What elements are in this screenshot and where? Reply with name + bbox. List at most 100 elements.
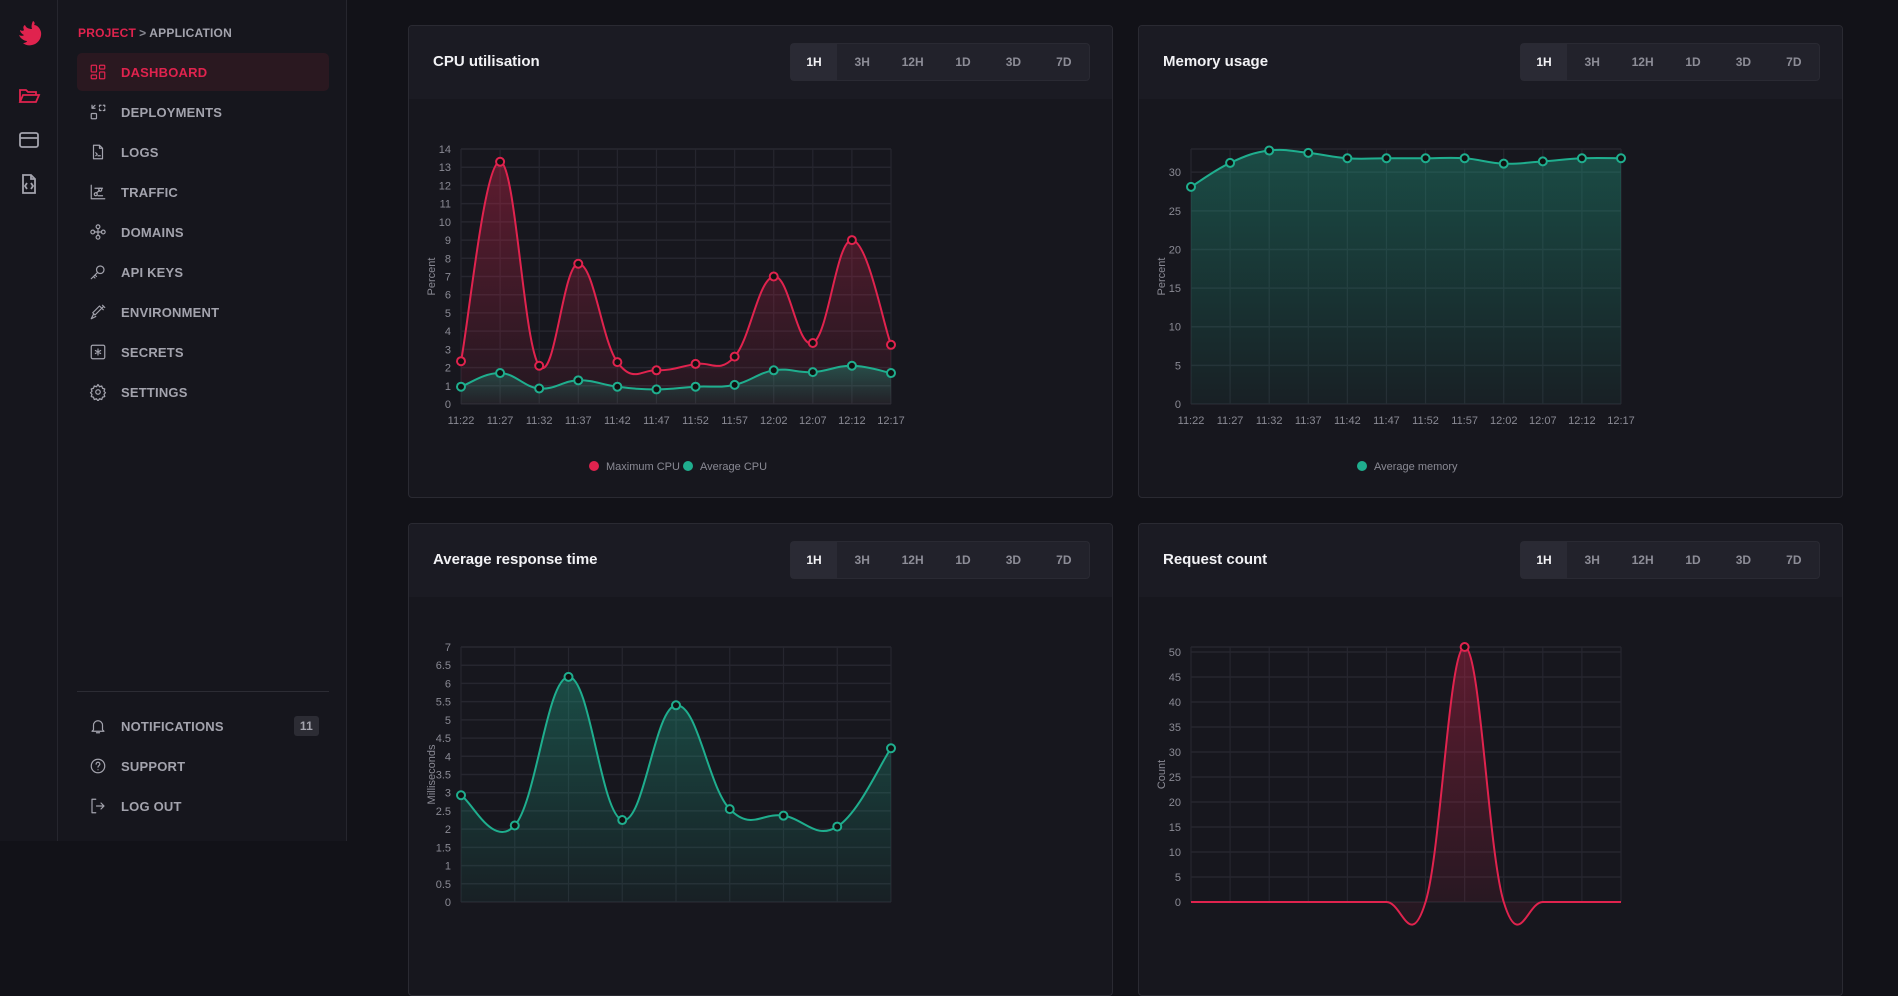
data-point[interactable] — [778, 810, 789, 821]
data-point[interactable] — [1616, 153, 1626, 164]
range-tab-1d[interactable]: 1D — [1685, 553, 1701, 567]
range-tab-3d[interactable]: 3D — [1735, 55, 1752, 69]
data-point[interactable] — [456, 790, 466, 801]
data-point[interactable] — [573, 375, 584, 386]
data-point[interactable] — [617, 815, 628, 826]
data-point[interactable] — [509, 820, 520, 831]
data-point[interactable] — [1342, 153, 1353, 164]
range-tab-3h[interactable]: 3H — [854, 55, 870, 69]
data-point[interactable] — [495, 368, 506, 379]
data-point[interactable] — [671, 700, 681, 711]
y-tick-label: 7 — [445, 642, 451, 654]
sidebar-item-api-keys[interactable]: API KEYS — [77, 253, 329, 291]
folder-icon[interactable] — [17, 84, 41, 108]
data-point[interactable] — [1537, 156, 1548, 167]
breadcrumb-project[interactable]: PROJECT — [78, 26, 137, 40]
range-tab-12h[interactable]: 12H — [901, 55, 924, 69]
data-point[interactable] — [534, 383, 545, 394]
range-tab-12h[interactable]: 12H — [901, 553, 924, 567]
range-tab-1h[interactable]: 1H — [791, 542, 837, 578]
data-point[interactable] — [886, 339, 896, 350]
data-point[interactable] — [724, 804, 735, 815]
legend-label[interactable]: Maximum CPU — [606, 461, 680, 473]
range-tab-3h[interactable]: 3H — [1584, 55, 1600, 69]
range-tab-3d[interactable]: 3D — [1005, 55, 1022, 69]
data-point[interactable] — [1381, 153, 1392, 164]
data-point[interactable] — [651, 365, 662, 376]
data-point[interactable] — [886, 743, 896, 754]
sidebar-item-log-out[interactable]: LOG OUT — [77, 787, 329, 825]
data-point[interactable] — [886, 368, 896, 379]
range-tab-1d[interactable]: 1D — [955, 55, 971, 69]
data-point[interactable] — [832, 821, 843, 832]
data-point[interactable] — [768, 365, 779, 376]
data-point[interactable] — [1225, 157, 1236, 168]
code-file-icon[interactable] — [17, 172, 41, 196]
range-tab-1d[interactable]: 1D — [955, 553, 971, 567]
data-point[interactable] — [563, 671, 574, 682]
data-point[interactable] — [1498, 158, 1509, 169]
range-tab-1h[interactable]: 1H — [791, 44, 837, 80]
y-tick-label: 40 — [1169, 697, 1181, 709]
data-point[interactable] — [1264, 145, 1275, 156]
syringe-icon — [90, 304, 106, 320]
sidebar-item-logs[interactable]: LOGS — [77, 133, 329, 171]
data-point[interactable] — [612, 357, 623, 368]
range-tab-7d[interactable]: 7D — [1786, 553, 1802, 567]
range-tab-12h[interactable]: 12H — [1631, 553, 1654, 567]
data-point[interactable] — [1420, 153, 1431, 164]
y-tick-label: 0 — [1175, 897, 1181, 909]
data-point[interactable] — [612, 381, 623, 392]
sidebar-item-deployments[interactable]: DEPLOYMENTS — [77, 93, 329, 131]
data-point[interactable] — [1186, 181, 1196, 192]
range-tab-1h[interactable]: 1H — [1521, 44, 1567, 80]
sidebar-item-environment[interactable]: ENVIRONMENT — [77, 293, 329, 331]
data-point[interactable] — [534, 360, 545, 371]
sidebar-item-notifications[interactable]: NOTIFICATIONS 11 — [77, 707, 329, 745]
data-point[interactable] — [495, 156, 506, 167]
range-tab-1h[interactable]: 1H — [1521, 542, 1567, 578]
legend-label[interactable]: Average CPU — [700, 461, 767, 473]
range-tab-1d[interactable]: 1D — [1685, 55, 1701, 69]
chart-card-average-response-time: Average response time 1H 3H 12H 1D 3D 7D 0 0.5 1 1… — [408, 523, 1113, 996]
data-point[interactable] — [846, 235, 857, 246]
x-tick-label: 12:07 — [799, 415, 827, 427]
data-point[interactable] — [1459, 153, 1470, 164]
data-point[interactable] — [456, 356, 466, 367]
sidebar-item-secrets[interactable]: SECRETS — [77, 333, 329, 371]
range-tab-7d[interactable]: 7D — [1786, 55, 1802, 69]
sidebar-item-traffic[interactable]: TRAFFIC — [77, 173, 329, 211]
nestjs-logo[interactable] — [13, 18, 45, 50]
range-tab-12h[interactable]: 12H — [1631, 55, 1654, 69]
legend-label[interactable]: Average memory — [1374, 461, 1458, 473]
logout-icon — [91, 798, 105, 814]
sidebar-item-domains[interactable]: DOMAINS — [77, 213, 329, 251]
range-tab-7d[interactable]: 7D — [1056, 553, 1072, 567]
range-tab-7d[interactable]: 7D — [1056, 55, 1072, 69]
data-point[interactable] — [729, 379, 740, 390]
range-tab-3d[interactable]: 3D — [1735, 553, 1752, 567]
data-point[interactable] — [690, 358, 701, 369]
data-point[interactable] — [729, 351, 740, 362]
data-point[interactable] — [807, 367, 818, 378]
data-point[interactable] — [651, 384, 662, 395]
credit-card-icon[interactable] — [17, 128, 41, 152]
range-tab-3h[interactable]: 3H — [854, 553, 870, 567]
data-point[interactable] — [456, 381, 466, 392]
data-point[interactable] — [1576, 153, 1587, 164]
series-area — [461, 161, 891, 404]
sidebar-item-label: NOTIFICATIONS — [121, 718, 224, 734]
data-point[interactable] — [573, 258, 584, 269]
data-point[interactable] — [690, 381, 701, 392]
data-point[interactable] — [1459, 642, 1470, 652]
data-point[interactable] — [1303, 147, 1314, 158]
data-point[interactable] — [807, 337, 818, 348]
help-icon — [90, 758, 106, 774]
sidebar-item-support[interactable]: SUPPORT — [77, 747, 329, 785]
sidebar-item-settings[interactable]: SETTINGS — [77, 373, 329, 411]
data-point[interactable] — [768, 271, 779, 282]
sidebar-item-dashboard[interactable]: DASHBOARD — [77, 53, 329, 91]
range-tab-3d[interactable]: 3D — [1005, 553, 1022, 567]
range-tab-3h[interactable]: 3H — [1584, 553, 1600, 567]
data-point[interactable] — [846, 360, 857, 371]
